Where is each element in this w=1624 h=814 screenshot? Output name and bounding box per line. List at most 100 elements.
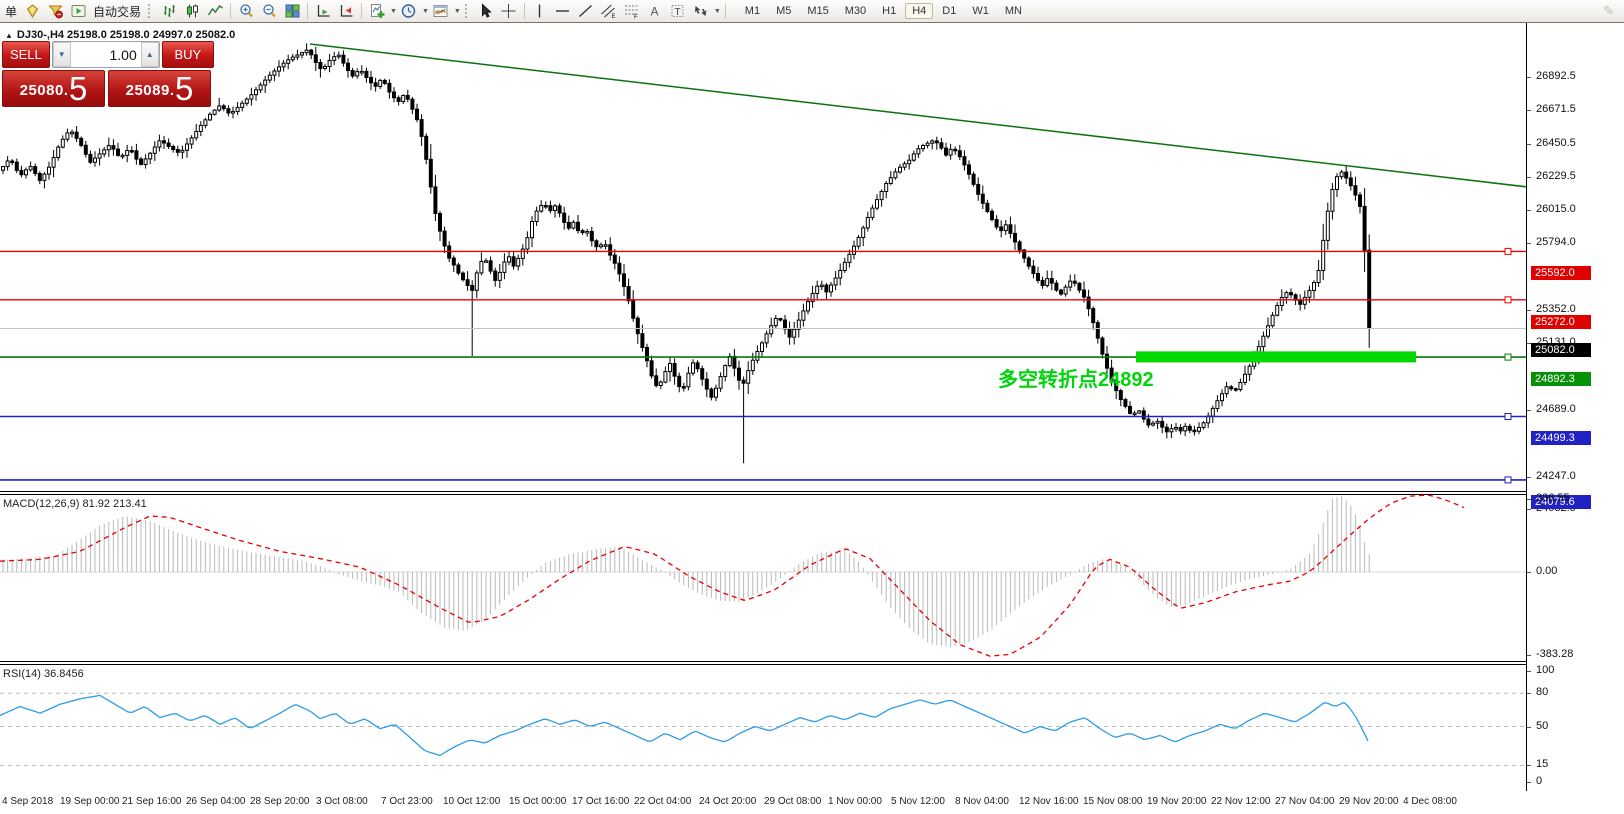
market-watch-icon[interactable] (44, 2, 66, 20)
timeframe-button-w1[interactable]: W1 (972, 5, 989, 17)
chart-shift-icon[interactable] (335, 2, 357, 20)
text-tool-icon[interactable]: A (644, 2, 666, 20)
svg-text:E: E (612, 14, 616, 19)
axis-tick-label: 26229.5 (1536, 170, 1576, 182)
rsi-axis-label: 80 (1536, 686, 1549, 698)
zoom-out-icon[interactable] (258, 2, 280, 20)
templates-icon[interactable] (430, 2, 452, 20)
symbol-collapse-icon[interactable]: ▲ (5, 31, 13, 40)
new-order-button[interactable]: 单 (5, 4, 18, 19)
time-axis-label: 27 Nov 04:00 (1275, 796, 1335, 807)
zoom-in-icon[interactable] (235, 2, 257, 20)
fibonacci-tool-icon[interactable]: F (621, 2, 643, 20)
macd-canvas[interactable] (0, 494, 1526, 661)
timeframe-button-m30[interactable]: M30 (844, 5, 867, 17)
timeframe-button-m5[interactable]: M5 (776, 5, 792, 17)
candlestick-chart-icon[interactable] (181, 2, 203, 20)
macd-label: MACD(12,26,9) 81.92 213.41 (3, 498, 147, 510)
axis-tick (1527, 410, 1531, 411)
volume-increase-button[interactable]: ▲ (140, 42, 159, 67)
periods-icon[interactable] (398, 2, 420, 20)
text-label-tool-icon[interactable]: T (667, 2, 689, 20)
svg-text:F: F (634, 15, 638, 20)
buy-price-panel[interactable]: 25089. 5 (108, 70, 211, 107)
chart-annotation-text: 多空转折点24892 (998, 367, 1154, 391)
time-axis-label: 15 Nov 08:00 (1083, 796, 1143, 807)
autotrading-icon[interactable] (67, 2, 89, 20)
indicators-caret[interactable]: ▼ (390, 7, 397, 15)
buy-button[interactable]: BUY (161, 41, 214, 68)
timeframe-button-m15[interactable]: M15 (807, 5, 829, 17)
periods-caret[interactable]: ▼ (421, 7, 429, 15)
timeframe-button-h4[interactable]: H4 (905, 3, 934, 19)
time-axis-label: 22 Nov 12:00 (1211, 796, 1271, 807)
price-level-badge: 24499.3 (1531, 431, 1591, 445)
new-order-icon[interactable] (21, 2, 43, 20)
axis-tick (1527, 110, 1531, 111)
axis-tick (1527, 343, 1531, 344)
rsi-axis-label: 50 (1536, 720, 1549, 732)
price-level-badge: 25272.0 (1531, 315, 1591, 329)
auto-scroll-icon[interactable] (312, 2, 334, 20)
time-axis-label: 7 Oct 23:00 (381, 796, 433, 807)
axis-tick (1527, 243, 1531, 244)
sell-button[interactable]: SELL (2, 41, 50, 68)
axis-tick-label: 24247.0 (1536, 470, 1576, 482)
volume-value[interactable]: 1.00 (109, 46, 137, 63)
timeframe-button-d1[interactable]: D1 (942, 5, 957, 17)
timeframe-button-mn[interactable]: MN (1004, 5, 1022, 17)
axis-tick-label: 26671.5 (1536, 103, 1576, 115)
time-axis-label: 5 Nov 12:00 (891, 796, 945, 807)
indicators-icon[interactable] (366, 2, 388, 20)
one-click-trading-widget: SELL ▼ 1.00 ▲ BUY 25080. 5 25089. 5 (2, 41, 214, 107)
price-chart-canvas[interactable]: 多空转折点24892 (0, 23, 1526, 491)
rsi-panel-divider[interactable] (0, 661, 1624, 665)
rsi-axis-label: 0 (1536, 775, 1543, 787)
timeframe-button-h1[interactable]: H1 (882, 5, 897, 17)
volume-decrease-button[interactable]: ▼ (52, 42, 71, 67)
rsi-axis-label: 15 (1536, 758, 1549, 770)
templates-caret[interactable]: ▼ (453, 7, 461, 15)
price-axis[interactable]: 26892.5 26671.5 26450.5 26229.5 26015.0 25794… (1526, 23, 1624, 813)
volume-stepper: ▼ 1.00 ▲ (51, 41, 160, 68)
arrows-tool-icon[interactable] (690, 2, 712, 20)
axis-tick-label: 26015.0 (1536, 203, 1576, 215)
time-axis-label: 10 Oct 12:00 (443, 796, 501, 807)
cursor-icon[interactable] (475, 2, 497, 20)
vertical-line-tool-icon[interactable] (529, 2, 551, 20)
arrows-caret[interactable]: ▼ (713, 7, 721, 15)
buy-price-main: 25089 (125, 82, 170, 99)
line-chart-icon[interactable] (204, 2, 226, 20)
horizontal-line-tool-icon[interactable] (552, 2, 574, 20)
crosshair-icon[interactable] (498, 2, 520, 20)
time-axis-label: 15 Oct 00:00 (509, 796, 567, 807)
channel-tool-icon[interactable]: E (598, 2, 620, 20)
axis-tick (1527, 477, 1531, 478)
edit-icon[interactable]: ✎ (1603, 3, 1614, 18)
macd-axis-label: 0.00 (1536, 565, 1558, 577)
time-axis[interactable]: 4 Sep 2018 19 Sep 00:00 21 Sep 16:00 26 Sep… (0, 791, 1624, 814)
tile-windows-icon[interactable] (281, 2, 303, 20)
axis-tick-label: 25794.0 (1536, 236, 1576, 248)
macd-axis-label: -383.28 (1536, 648, 1574, 660)
timeframe-group: M1 M5 M15 M30 H1 H4 D1 W1 MN (738, 3, 1029, 19)
time-axis-label: 17 Oct 16:00 (572, 796, 630, 807)
time-axis-label: 4 Sep 2018 (2, 796, 54, 807)
time-axis-label: 1 Nov 00:00 (828, 796, 882, 807)
toolbar-grip[interactable] (148, 4, 154, 18)
rsi-canvas[interactable] (0, 664, 1526, 791)
time-axis-label: 8 Nov 04:00 (955, 796, 1009, 807)
toolbar-grip-2[interactable] (464, 4, 471, 18)
time-axis-label: 26 Sep 04:00 (186, 796, 246, 807)
axis-tick-label: 25352.0 (1536, 303, 1576, 315)
autotrading-button[interactable]: 自动交易 (93, 4, 142, 19)
time-axis-label: 22 Oct 04:00 (634, 796, 692, 807)
macd-axis-label: 336.55 (1536, 492, 1570, 504)
trendline-tool-icon[interactable] (575, 2, 597, 20)
sell-price-panel[interactable]: 25080. 5 (2, 70, 105, 107)
bar-chart-icon[interactable] (158, 2, 180, 20)
sell-price-dot: . (63, 82, 69, 99)
timeframe-button-m1[interactable]: M1 (744, 5, 761, 17)
sell-price-big: 5 (69, 70, 88, 107)
macd-panel-divider[interactable] (0, 491, 1624, 495)
